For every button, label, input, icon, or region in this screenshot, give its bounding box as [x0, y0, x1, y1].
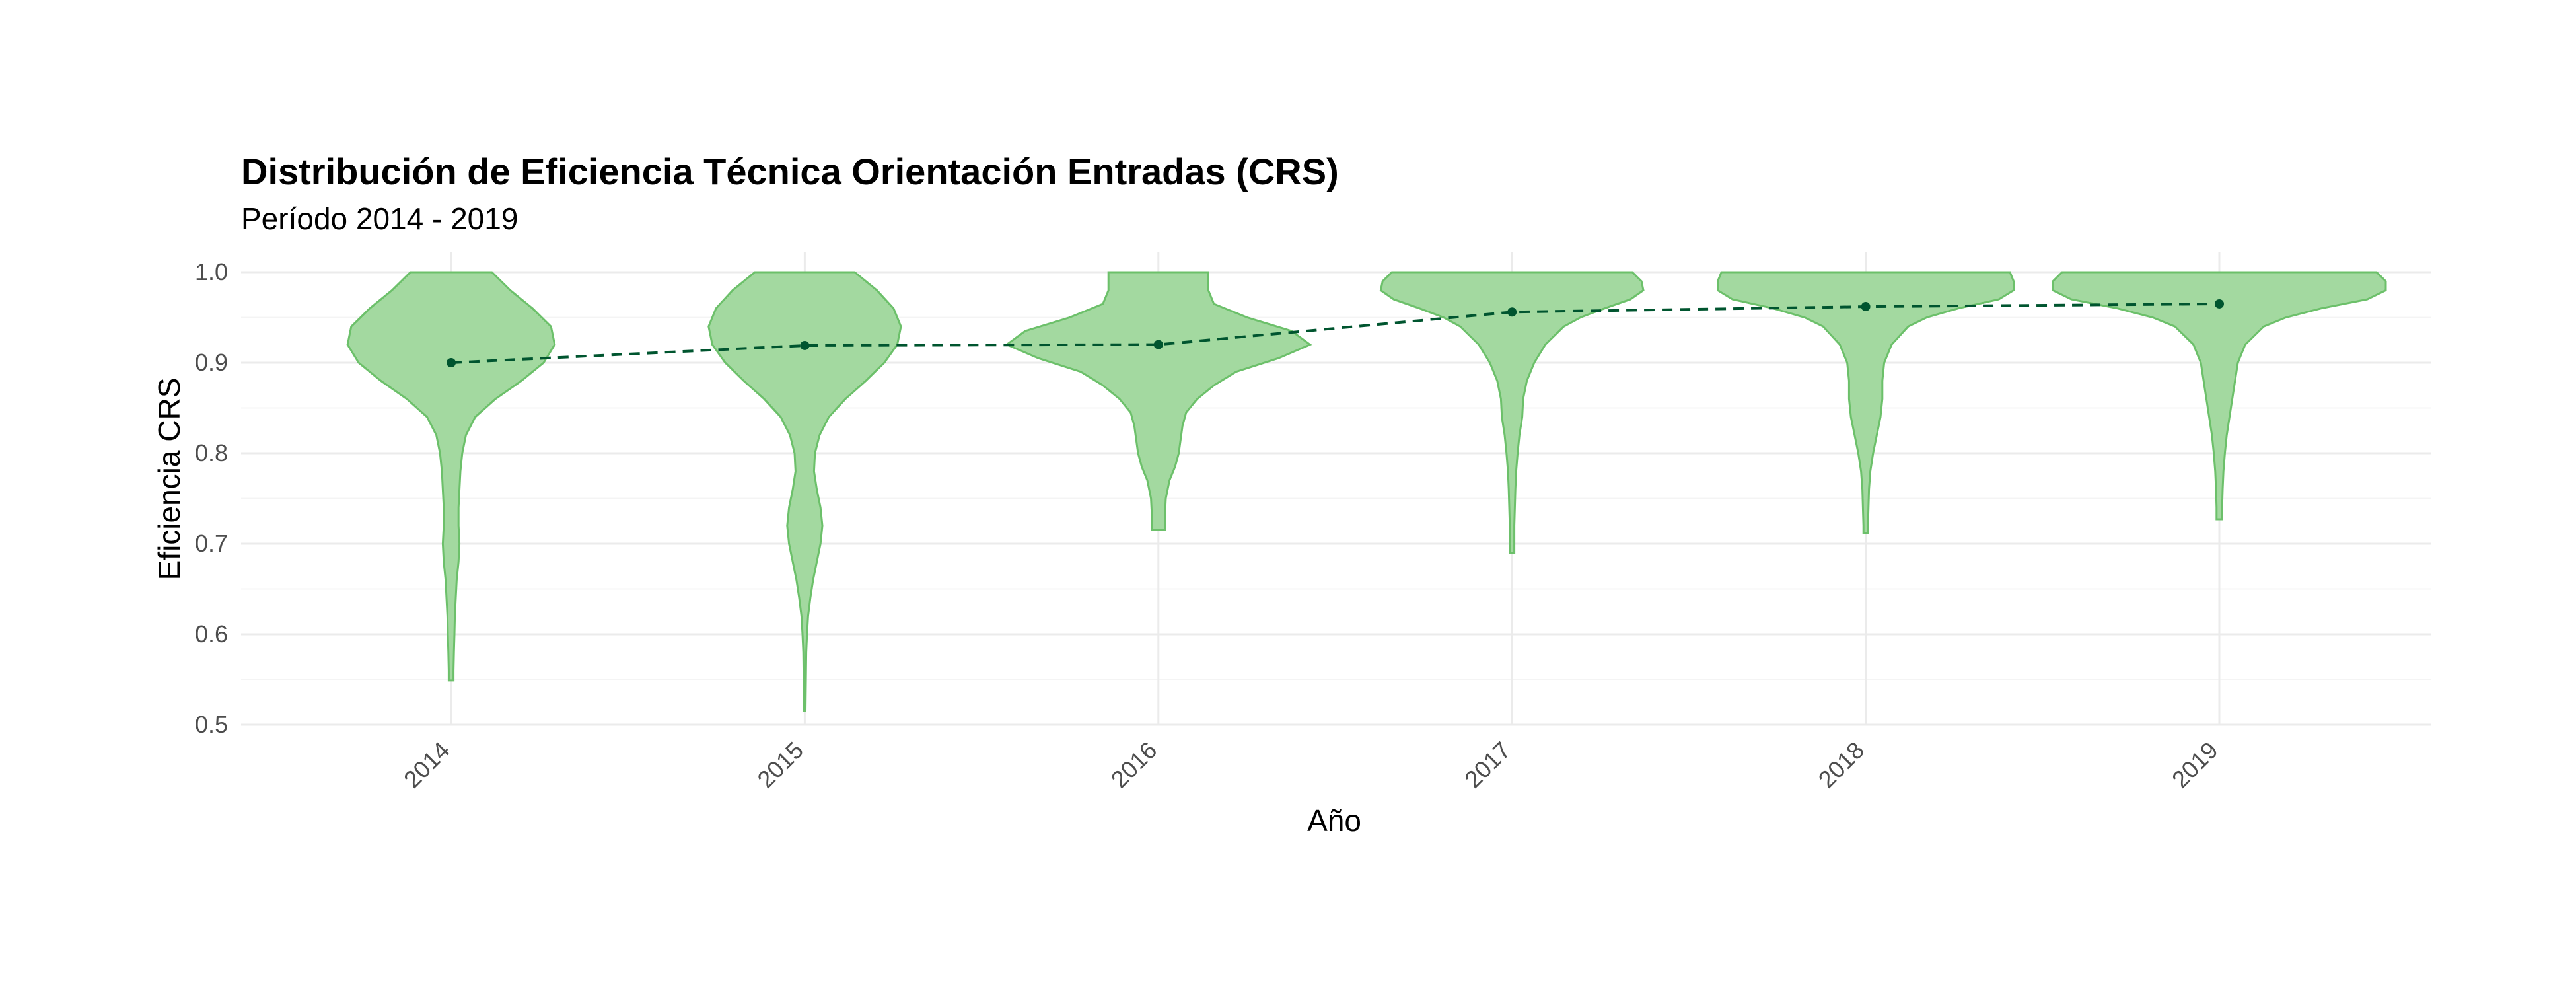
- mean-point-2015: [800, 340, 810, 350]
- x-axis-ticks: 2014 2015 2016 2017 2018 2019: [398, 737, 2223, 793]
- mean-point-2016: [1153, 340, 1163, 349]
- violin-2018: [1717, 271, 2015, 534]
- y-axis-ticks: 0.5 0.6 0.7 0.8 0.9 1.0: [195, 258, 228, 738]
- y-tick-label: 1.0: [195, 258, 228, 285]
- mean-point-2014: [447, 358, 456, 367]
- x-tick-label: 2016: [1106, 737, 1163, 793]
- x-tick-label: 2018: [1813, 737, 1870, 793]
- violin-2017: [1379, 271, 1645, 554]
- mean-point-2019: [2215, 299, 2224, 309]
- mean-point-2017: [1507, 307, 1517, 317]
- violin-2014: [346, 271, 556, 682]
- y-tick-label: 0.9: [195, 349, 228, 376]
- mean-series: [447, 299, 2224, 367]
- violins: [346, 271, 2387, 712]
- violin-2019: [2052, 271, 2387, 521]
- x-axis-label: Año: [1307, 803, 1361, 838]
- x-tick-label: 2014: [398, 737, 455, 793]
- x-tick-label: 2019: [2166, 737, 2223, 793]
- mean-line: [450, 303, 2220, 364]
- mean-point-2018: [1861, 302, 1871, 312]
- y-tick-label: 0.7: [195, 530, 228, 557]
- x-tick-label: 2015: [752, 737, 808, 793]
- x-tick-label: 2017: [1459, 737, 1516, 793]
- grid: [241, 252, 2431, 726]
- y-tick-label: 0.6: [195, 620, 228, 647]
- chart-title: Distribución de Eficiencia Técnica Orien…: [241, 151, 1339, 192]
- y-tick-label: 0.5: [195, 711, 228, 738]
- y-tick-label: 0.8: [195, 439, 228, 466]
- violin-2016: [1005, 271, 1312, 531]
- y-axis-label: Eficiencia CRS: [152, 378, 186, 581]
- chart-subtitle: Período 2014 - 2019: [241, 202, 518, 236]
- violin-2015: [707, 271, 902, 712]
